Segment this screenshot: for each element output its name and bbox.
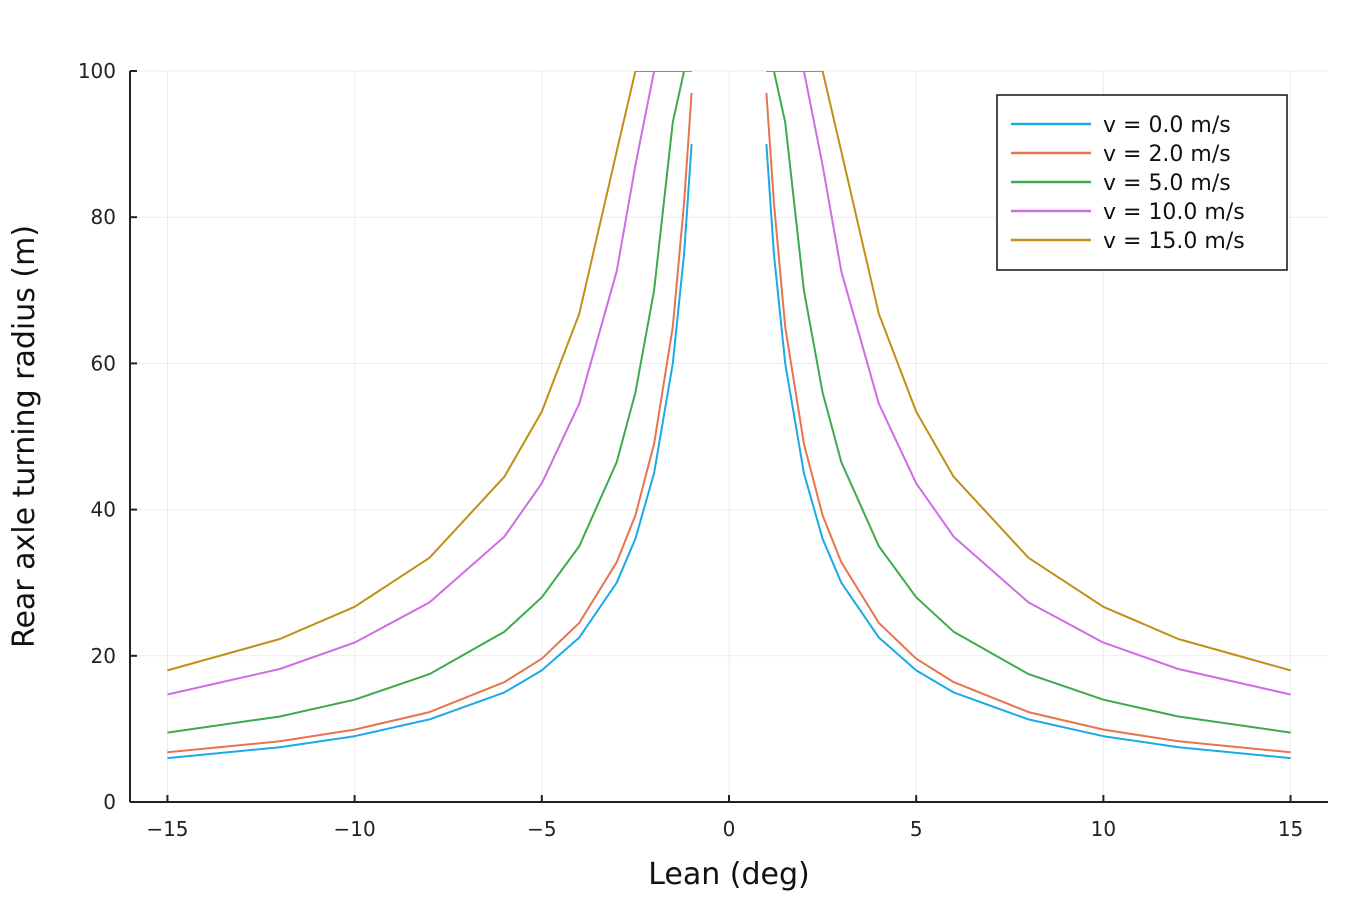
legend-entry: v = 0.0 m/s xyxy=(1103,113,1231,138)
tick-labels: −15 −10 −5 0 5 10 15 0 20 40 60 80 100 xyxy=(78,59,1303,841)
x-tick-label: 10 xyxy=(1091,817,1116,841)
x-tick-label: −15 xyxy=(146,817,188,841)
legend-entry: v = 15.0 m/s xyxy=(1103,229,1245,254)
y-tick-label: 20 xyxy=(91,644,116,668)
series-line-2-right xyxy=(766,71,1291,734)
x-tick-label: −10 xyxy=(334,817,376,841)
y-axis-label: Rear axle turning radius (m) xyxy=(7,225,42,648)
series-line-3-right xyxy=(766,71,1291,696)
legend: v = 0.0 m/s v = 2.0 m/s v = 5.0 m/s v = 10.… xyxy=(996,94,1288,271)
x-tick-label: 15 xyxy=(1278,817,1303,841)
series-line-0-right xyxy=(765,144,1291,760)
x-tick-label: 5 xyxy=(910,817,923,841)
series-line-1-left xyxy=(167,92,693,754)
series-line-4-left xyxy=(167,71,692,672)
series-line-2-left xyxy=(167,71,692,734)
series-line-4-right xyxy=(766,71,1291,672)
legend-entry: v = 5.0 m/s xyxy=(1103,171,1231,196)
series-line-1-right xyxy=(765,92,1291,754)
legend-entry: v = 2.0 m/s xyxy=(1103,142,1231,167)
y-tick-label: 0 xyxy=(103,790,116,814)
y-tick-label: 100 xyxy=(78,59,116,83)
series-line-0-left xyxy=(167,144,693,760)
x-tick-label: 0 xyxy=(723,817,736,841)
y-tick-label: 40 xyxy=(91,498,116,522)
x-tick-label: −5 xyxy=(527,817,556,841)
legend-entry: v = 10.0 m/s xyxy=(1103,200,1245,225)
x-axis-label: Lean (deg) xyxy=(648,857,810,892)
y-tick-label: 80 xyxy=(91,205,116,229)
series-line-3-left xyxy=(167,71,692,696)
axes xyxy=(129,70,1328,803)
series-lines xyxy=(167,71,1291,760)
y-tick-label: 60 xyxy=(91,351,116,375)
